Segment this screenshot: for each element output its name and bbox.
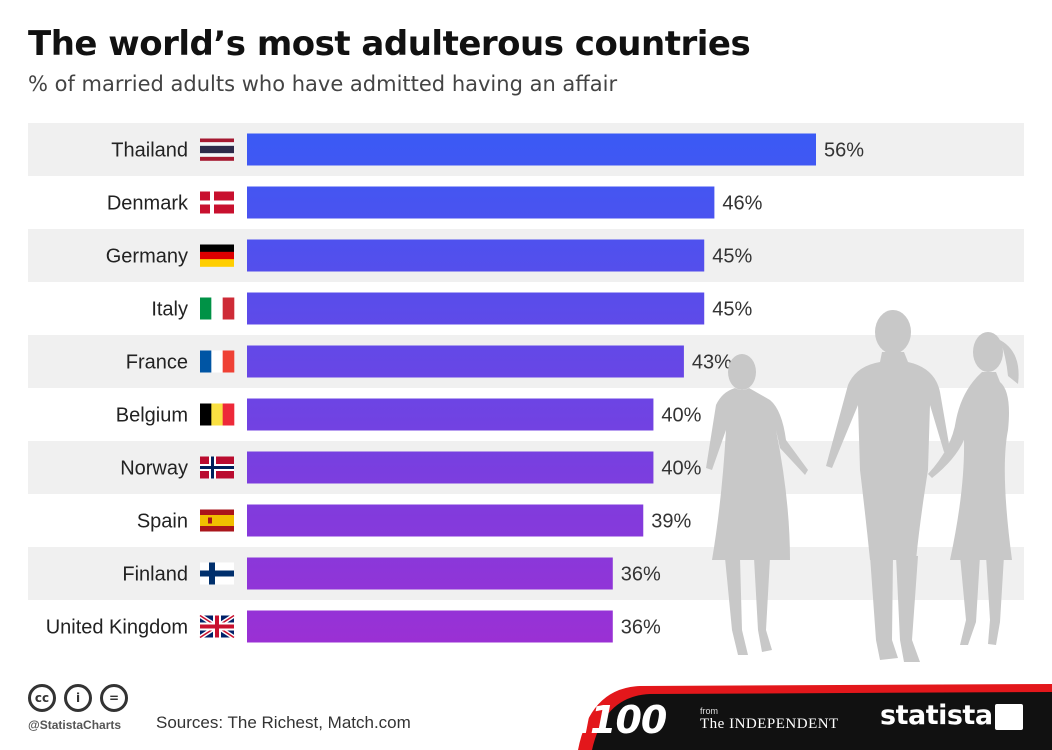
thailand-flag-icon xyxy=(200,138,234,161)
cc-license-icon: cc xyxy=(28,684,56,712)
belgium-flag-icon xyxy=(200,403,235,426)
bar-chart: Thailand 56% Denmark 46% Germany 45% Italy 45% F… xyxy=(28,123,1024,662)
no-derivatives-icon: = xyxy=(100,684,128,712)
france-flag-icon xyxy=(200,350,235,373)
category-label: France xyxy=(126,352,188,374)
italy-flag-icon xyxy=(200,297,235,320)
value-label: 46% xyxy=(722,193,762,215)
category-label: Thailand xyxy=(111,140,188,162)
value-label: 40% xyxy=(661,458,701,480)
attribution-icon: i xyxy=(64,684,92,712)
statista-logo: statista xyxy=(880,700,993,731)
from-label: from xyxy=(700,706,718,716)
chart-title: The world’s most adulterous countries xyxy=(28,24,751,64)
germany-flag-icon xyxy=(200,244,234,267)
bar xyxy=(247,610,613,643)
bar xyxy=(247,451,654,484)
value-label: 56% xyxy=(824,140,864,162)
i100-logo: i100 xyxy=(578,698,667,742)
bar xyxy=(247,557,613,590)
chart-subtitle: % of married adults who have admitted ha… xyxy=(28,72,618,96)
category-label: Germany xyxy=(106,246,188,268)
norway-flag-icon xyxy=(200,456,234,479)
statista-logo-icon xyxy=(995,704,1023,730)
value-label: 45% xyxy=(712,299,752,321)
value-label: 40% xyxy=(661,405,701,427)
category-label: Denmark xyxy=(107,193,189,215)
denmark-flag-icon xyxy=(200,191,234,214)
category-label: Finland xyxy=(122,564,188,586)
bar xyxy=(247,239,705,272)
bar xyxy=(247,504,644,537)
category-label: Belgium xyxy=(116,405,188,427)
sources-note: Sources: The Richest, Match.com xyxy=(156,713,411,732)
bar xyxy=(247,345,684,378)
bar xyxy=(247,292,705,325)
spain-flag-icon xyxy=(200,509,234,532)
footer-bar xyxy=(578,684,1052,750)
finland-flag-icon xyxy=(200,562,234,585)
statista-handle: @StatistaCharts xyxy=(28,718,122,732)
value-label: 45% xyxy=(712,246,752,268)
bar xyxy=(247,186,715,219)
value-label: 36% xyxy=(621,617,661,639)
bar xyxy=(247,133,816,166)
people-silhouette-icon xyxy=(706,310,1019,662)
category-label: Italy xyxy=(151,299,188,321)
category-label: United Kingdom xyxy=(46,617,188,639)
bar xyxy=(247,398,654,431)
value-label: 43% xyxy=(692,352,732,374)
independent-logo: The INDEPENDENT xyxy=(700,716,839,732)
value-label: 36% xyxy=(621,564,661,586)
category-label: Norway xyxy=(120,458,188,480)
value-label: 39% xyxy=(651,511,691,533)
category-label: Spain xyxy=(137,511,188,533)
uk-flag-icon xyxy=(198,613,236,640)
